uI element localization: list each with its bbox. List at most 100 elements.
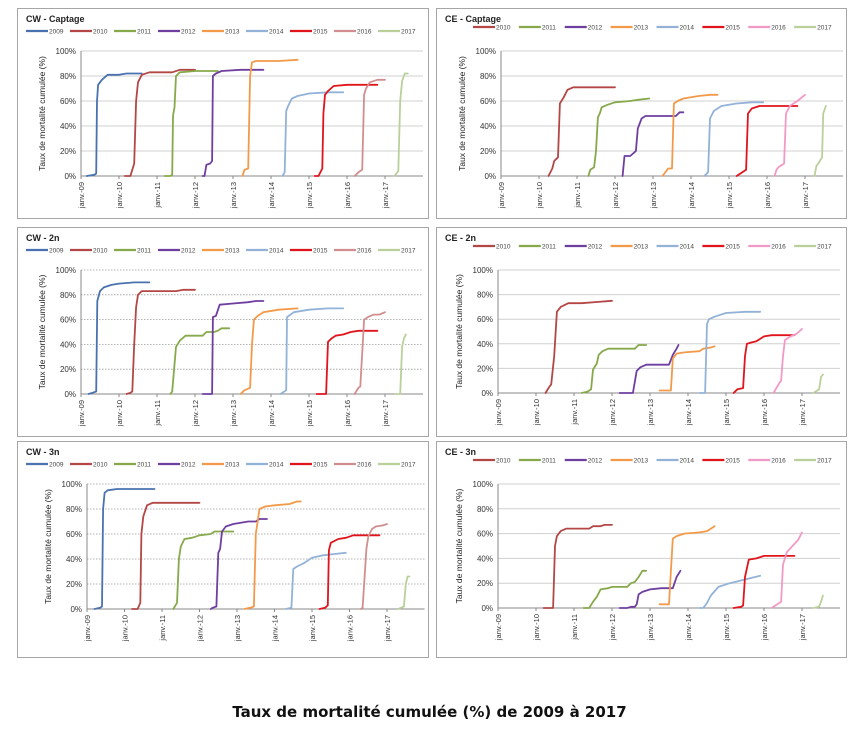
legend-label-2011: 2011 [137,29,151,36]
series-line-2010 [544,299,613,394]
legend-label-2015: 2015 [725,244,740,251]
x-tick-label: janv.-13 [649,182,658,209]
series-line-2010 [547,86,616,177]
x-tick-label: janv.-09 [77,400,86,427]
series-line-2015 [732,555,796,609]
legend-label-2013: 2013 [225,462,240,469]
x-tick-label: janv.-10 [121,615,130,642]
series-line-2009 [85,72,143,177]
y-tick-label: 0% [481,604,493,613]
y-tick-label: 100% [473,480,493,489]
x-tick-label: janv.-10 [535,182,544,209]
y-tick-label: 0% [64,390,76,399]
series-line-2013 [241,58,299,177]
series-line-2012 [618,569,682,609]
legend-label-2010: 2010 [93,462,108,469]
y-tick-label: 40% [66,555,82,564]
y-axis-label: Taux de mortalité cumulée (%) [37,274,47,389]
series-line-2015 [735,105,799,177]
y-tick-label: 0% [64,172,76,181]
chart-svg-cw-3n: CW - 3n 2009 2010 2011 2012 2013 2014 2015 2016 2… [26,447,425,642]
series-line-2016 [359,523,388,610]
x-tick-label: janv.-11 [570,399,579,426]
legend-label-2012: 2012 [588,25,603,32]
figure-title: Taux de mortalité cumulée (%) de 2009 à … [232,703,627,721]
x-tick-label: janv.-12 [191,182,200,209]
series-line-2013 [658,525,716,606]
y-axis-label: Taux de mortalité cumulée (%) [454,274,464,389]
series-line-2014 [284,551,347,610]
y-tick-label: 20% [477,364,493,373]
legend-label-2012: 2012 [181,29,196,36]
legend-label-2010: 2010 [496,25,511,32]
legend-label-2017: 2017 [401,248,416,255]
legend-label-2010: 2010 [496,458,511,465]
x-tick-label: janv.-17 [383,615,392,642]
y-axis-label: Taux de mortalité cumulée (%) [37,56,47,171]
x-tick-label: janv.-16 [343,400,352,427]
y-tick-label: 80% [60,72,76,81]
legend-label-2014: 2014 [680,25,695,32]
legend-label-2017: 2017 [401,29,416,36]
series-line-2013 [243,500,302,610]
chart-panel-ce-captage: CE - Captage 2010 2011 2012 2013 2014 2015 2016… [436,8,847,219]
series-line-2011 [582,569,648,609]
x-tick-label: janv.-16 [346,615,355,642]
chart-svg-cw-2n: CW - 2n 2009 2010 2011 2012 2013 2014 2015 2016 2… [26,233,423,427]
series-line-2017 [395,333,407,395]
y-tick-label: 60% [477,315,493,324]
series-line-2012 [201,300,265,395]
legend-label-2012: 2012 [588,244,603,251]
legend-label-2011: 2011 [542,244,556,251]
x-tick-label: janv.-11 [570,614,579,641]
x-tick-label: janv.-13 [229,400,238,427]
y-tick-label: 100% [476,47,496,56]
y-tick-label: 100% [62,480,82,489]
y-tick-label: 80% [60,291,76,300]
x-tick-label: janv.-10 [115,182,124,209]
series-line-2015 [732,334,796,394]
legend-label-2016: 2016 [771,458,786,465]
x-tick-label: janv.-15 [305,400,314,427]
series-line-2017 [812,373,824,394]
x-tick-label: janv.-12 [608,399,617,426]
series-line-2012 [209,518,268,610]
y-tick-label: 100% [56,266,76,275]
y-tick-label: 60% [480,97,496,106]
y-tick-label: 80% [480,72,496,81]
y-tick-label: 80% [66,505,82,514]
x-tick-label: janv.-09 [494,614,503,641]
chart-panel-ce-3n: CE - 3n 2010 2011 2012 2013 2014 2015 2016 2017 0… [436,441,847,658]
legend-label-2015: 2015 [313,462,328,469]
series-line-2011 [587,97,651,177]
x-tick-label: janv.-16 [763,182,772,209]
chart-svg-ce-2n: CE - 2n 2010 2011 2012 2013 2014 2015 2016 2017 0… [445,233,840,426]
series-line-2015 [318,534,381,610]
x-tick-label: janv.-12 [611,182,620,209]
chart-title: CE - 3n [445,447,476,457]
series-line-2016 [772,328,803,394]
series-line-2010 [542,524,613,609]
x-tick-label: janv.-10 [115,400,124,427]
x-tick-label: janv.-11 [573,182,582,209]
chart-svg-ce-3n: CE - 3n 2010 2011 2012 2013 2014 2015 2016 2017 0… [445,447,840,641]
series-line-2009 [87,281,151,395]
x-tick-label: janv.-15 [725,182,734,209]
y-tick-label: 80% [477,505,493,514]
series-line-2017 [812,594,824,609]
y-tick-label: 20% [60,147,76,156]
legend-label-2012: 2012 [588,458,603,465]
series-line-2013 [658,345,716,392]
series-line-2017 [397,575,411,610]
legend-label-2013: 2013 [634,244,649,251]
chart-title: CW - Captage [26,14,85,24]
chart-title: CW - 2n [26,233,60,243]
legend-label-2011: 2011 [137,248,151,255]
x-tick-label: janv.-13 [646,399,655,426]
series-line-2014 [698,310,762,394]
series-line-2017 [813,105,827,177]
legend-label-2009: 2009 [49,248,64,255]
legend-label-2015: 2015 [725,25,740,32]
legend-label-2016: 2016 [357,29,372,36]
